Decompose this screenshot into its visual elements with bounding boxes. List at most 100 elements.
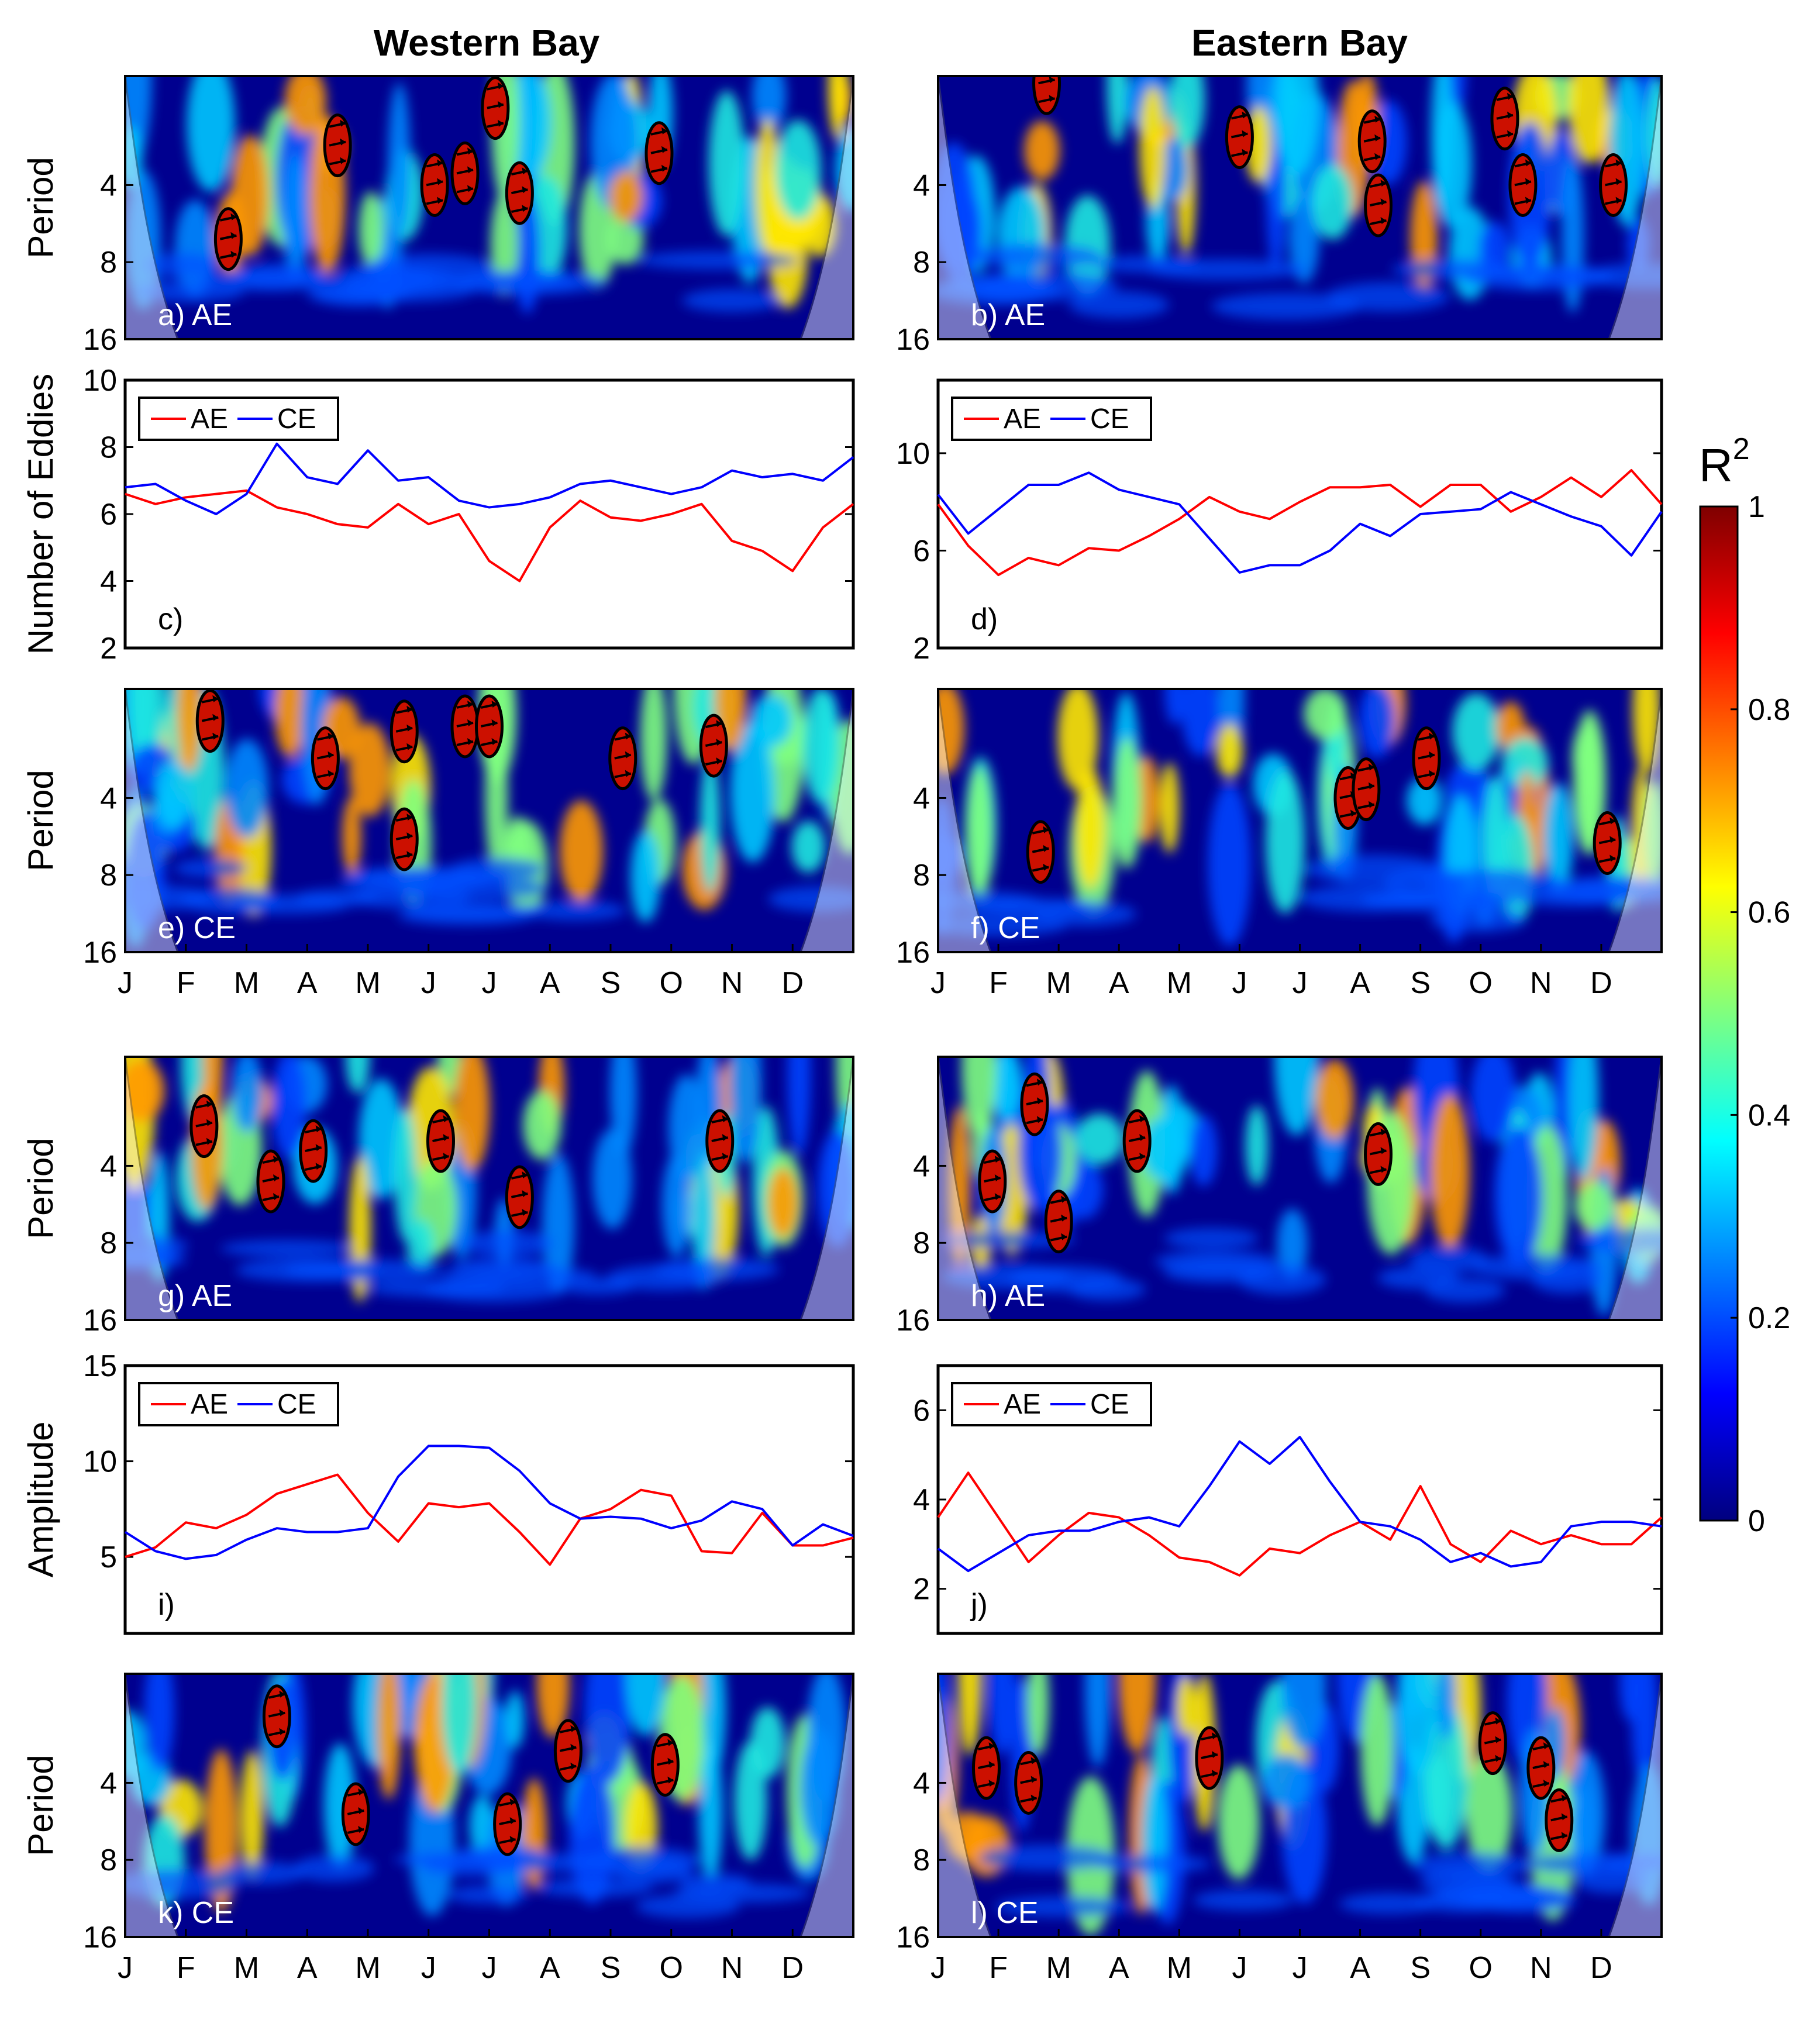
y-tick-label: 2 — [913, 632, 930, 666]
y-tick-label: 8 — [913, 1843, 930, 1877]
phase-arrowhead — [358, 1788, 364, 1795]
panel-label: c) — [158, 602, 183, 636]
x-tick-label: S — [1410, 966, 1431, 1000]
x-tick-label: S — [1410, 1951, 1431, 1985]
y-tick-label: 8 — [913, 1226, 930, 1260]
phase-arrowhead — [497, 82, 504, 89]
cone-of-influence-right — [799, 1057, 853, 1320]
y-tick-label: 4 — [100, 781, 117, 815]
phase-arrowhead — [1507, 130, 1513, 137]
panel-label: f) CE — [971, 911, 1040, 945]
phase-arrowhead — [437, 197, 443, 204]
phase-arrowhead — [661, 146, 667, 153]
line-panel-d: 2 6 10 AE CE d) — [896, 378, 1663, 666]
y-tick-label: 4 — [913, 1766, 930, 1800]
x-tick-label: M — [355, 966, 380, 1000]
y-tick-label: 4 — [100, 1149, 117, 1183]
y-tick-label: 16 — [83, 936, 117, 970]
phase-arrowhead — [315, 1163, 322, 1170]
series-line-ce — [937, 471, 1663, 574]
y-tick-label: 2 — [913, 1573, 930, 1607]
x-tick-label: A — [1109, 966, 1129, 1000]
y-tick-label: 16 — [896, 323, 930, 357]
y-axis-label-period: Period — [21, 770, 60, 871]
cone-of-influence-left — [125, 689, 179, 952]
x-tick-label: A — [540, 1951, 560, 1985]
coherence-field — [125, 689, 853, 949]
phase-arrowhead — [522, 205, 528, 212]
panel-label: h) AE — [971, 1279, 1045, 1313]
y-tick-label: 6 — [100, 498, 117, 532]
phase-arrowhead — [1561, 1832, 1567, 1839]
phase-arrowhead — [315, 1144, 322, 1152]
phase-arrowhead — [509, 1817, 516, 1825]
x-tick-label: D — [1590, 966, 1612, 1000]
cone-of-influence-right — [1608, 689, 1662, 952]
phase-arrowhead — [1543, 1742, 1549, 1750]
y-tick-label: 2 — [100, 632, 117, 666]
heatmap-panel-e: 4 8 16 e) CE — [83, 688, 854, 970]
axes-frame — [937, 1056, 1663, 1321]
y-tick-label: 6 — [913, 1394, 930, 1428]
y-tick-label: 4 — [100, 565, 117, 599]
phase-arrowhead — [716, 720, 722, 728]
phase-arrowhead — [1061, 1233, 1067, 1240]
phase-arrowhead — [443, 1115, 449, 1123]
series-line-ce — [937, 1436, 1662, 1573]
legend-label-ae: AE — [1004, 1389, 1041, 1420]
cone-of-influence-right — [1608, 76, 1662, 339]
x-tick-label: O — [660, 1951, 683, 1985]
phase-arrowhead — [625, 770, 631, 777]
x-tick-label: J — [118, 966, 133, 1000]
phase-arrowhead — [1380, 198, 1387, 206]
phase-arrowhead — [509, 1798, 516, 1806]
heatmap-panel-l: 4 8 16 l) CE — [896, 1673, 1663, 1955]
phase-arrowhead — [1049, 95, 1055, 102]
phase-arrowhead — [206, 1119, 212, 1126]
phase-arrowhead — [1428, 732, 1435, 740]
phase-arrowhead — [1139, 1134, 1146, 1142]
phase-arrowhead — [437, 159, 443, 167]
heatmap-panel-h: 4 8 16 h) AE — [896, 1056, 1663, 1338]
phase-arrowhead — [522, 1190, 528, 1197]
panel-label: i) — [158, 1588, 175, 1622]
x-tick-label: A — [297, 966, 318, 1000]
phase-arrowhead — [1428, 770, 1435, 777]
phase-arrowhead — [625, 732, 631, 740]
cone-of-influence-right — [1608, 1674, 1662, 1937]
colorbar-tick-label: 0 — [1748, 1504, 1765, 1538]
phase-arrowhead — [467, 737, 473, 745]
x-tick-label: M — [355, 1951, 380, 1985]
phase-arrowhead — [328, 751, 334, 759]
phase-arrowhead — [340, 157, 346, 164]
phase-arrowhead — [230, 213, 237, 220]
phase-arrowhead — [625, 751, 631, 759]
phase-arrowhead — [1495, 1755, 1501, 1762]
phase-arrowhead — [467, 719, 473, 726]
phase-arrowhead — [1374, 115, 1381, 123]
x-tick-label: J — [1293, 1951, 1308, 1985]
phase-arrowhead — [667, 1739, 674, 1746]
heatmap-panel-f: 4 8 16 f) CE — [896, 688, 1663, 970]
x-tick-label: J — [930, 966, 946, 1000]
phase-arrowhead — [1525, 178, 1531, 185]
coherence-field — [938, 689, 1662, 946]
phase-arrowhead — [1543, 1761, 1549, 1769]
x-tick-label: F — [989, 966, 1008, 1000]
y-tick-label: 16 — [83, 1304, 117, 1338]
x-tick-label: N — [1530, 1951, 1552, 1985]
phase-arrowhead — [722, 1115, 728, 1123]
phase-arrowhead — [279, 1709, 285, 1716]
phase-arrowhead — [1609, 836, 1616, 843]
coherence-field — [938, 76, 1662, 320]
legend-label-ce: CE — [277, 1389, 316, 1420]
phase-arrowhead — [1428, 751, 1435, 759]
heatmap-panel-g: 4 8 16 g) AE — [83, 1056, 854, 1338]
y-tick-label: 8 — [100, 1843, 117, 1877]
column-title-eastern: Eastern Bay — [1191, 22, 1408, 64]
phase-arrowhead — [1507, 92, 1513, 100]
phase-arrowhead — [467, 700, 473, 708]
panel-label: d) — [971, 602, 998, 636]
phase-arrowhead — [1615, 197, 1622, 204]
phase-arrowhead — [467, 147, 473, 155]
